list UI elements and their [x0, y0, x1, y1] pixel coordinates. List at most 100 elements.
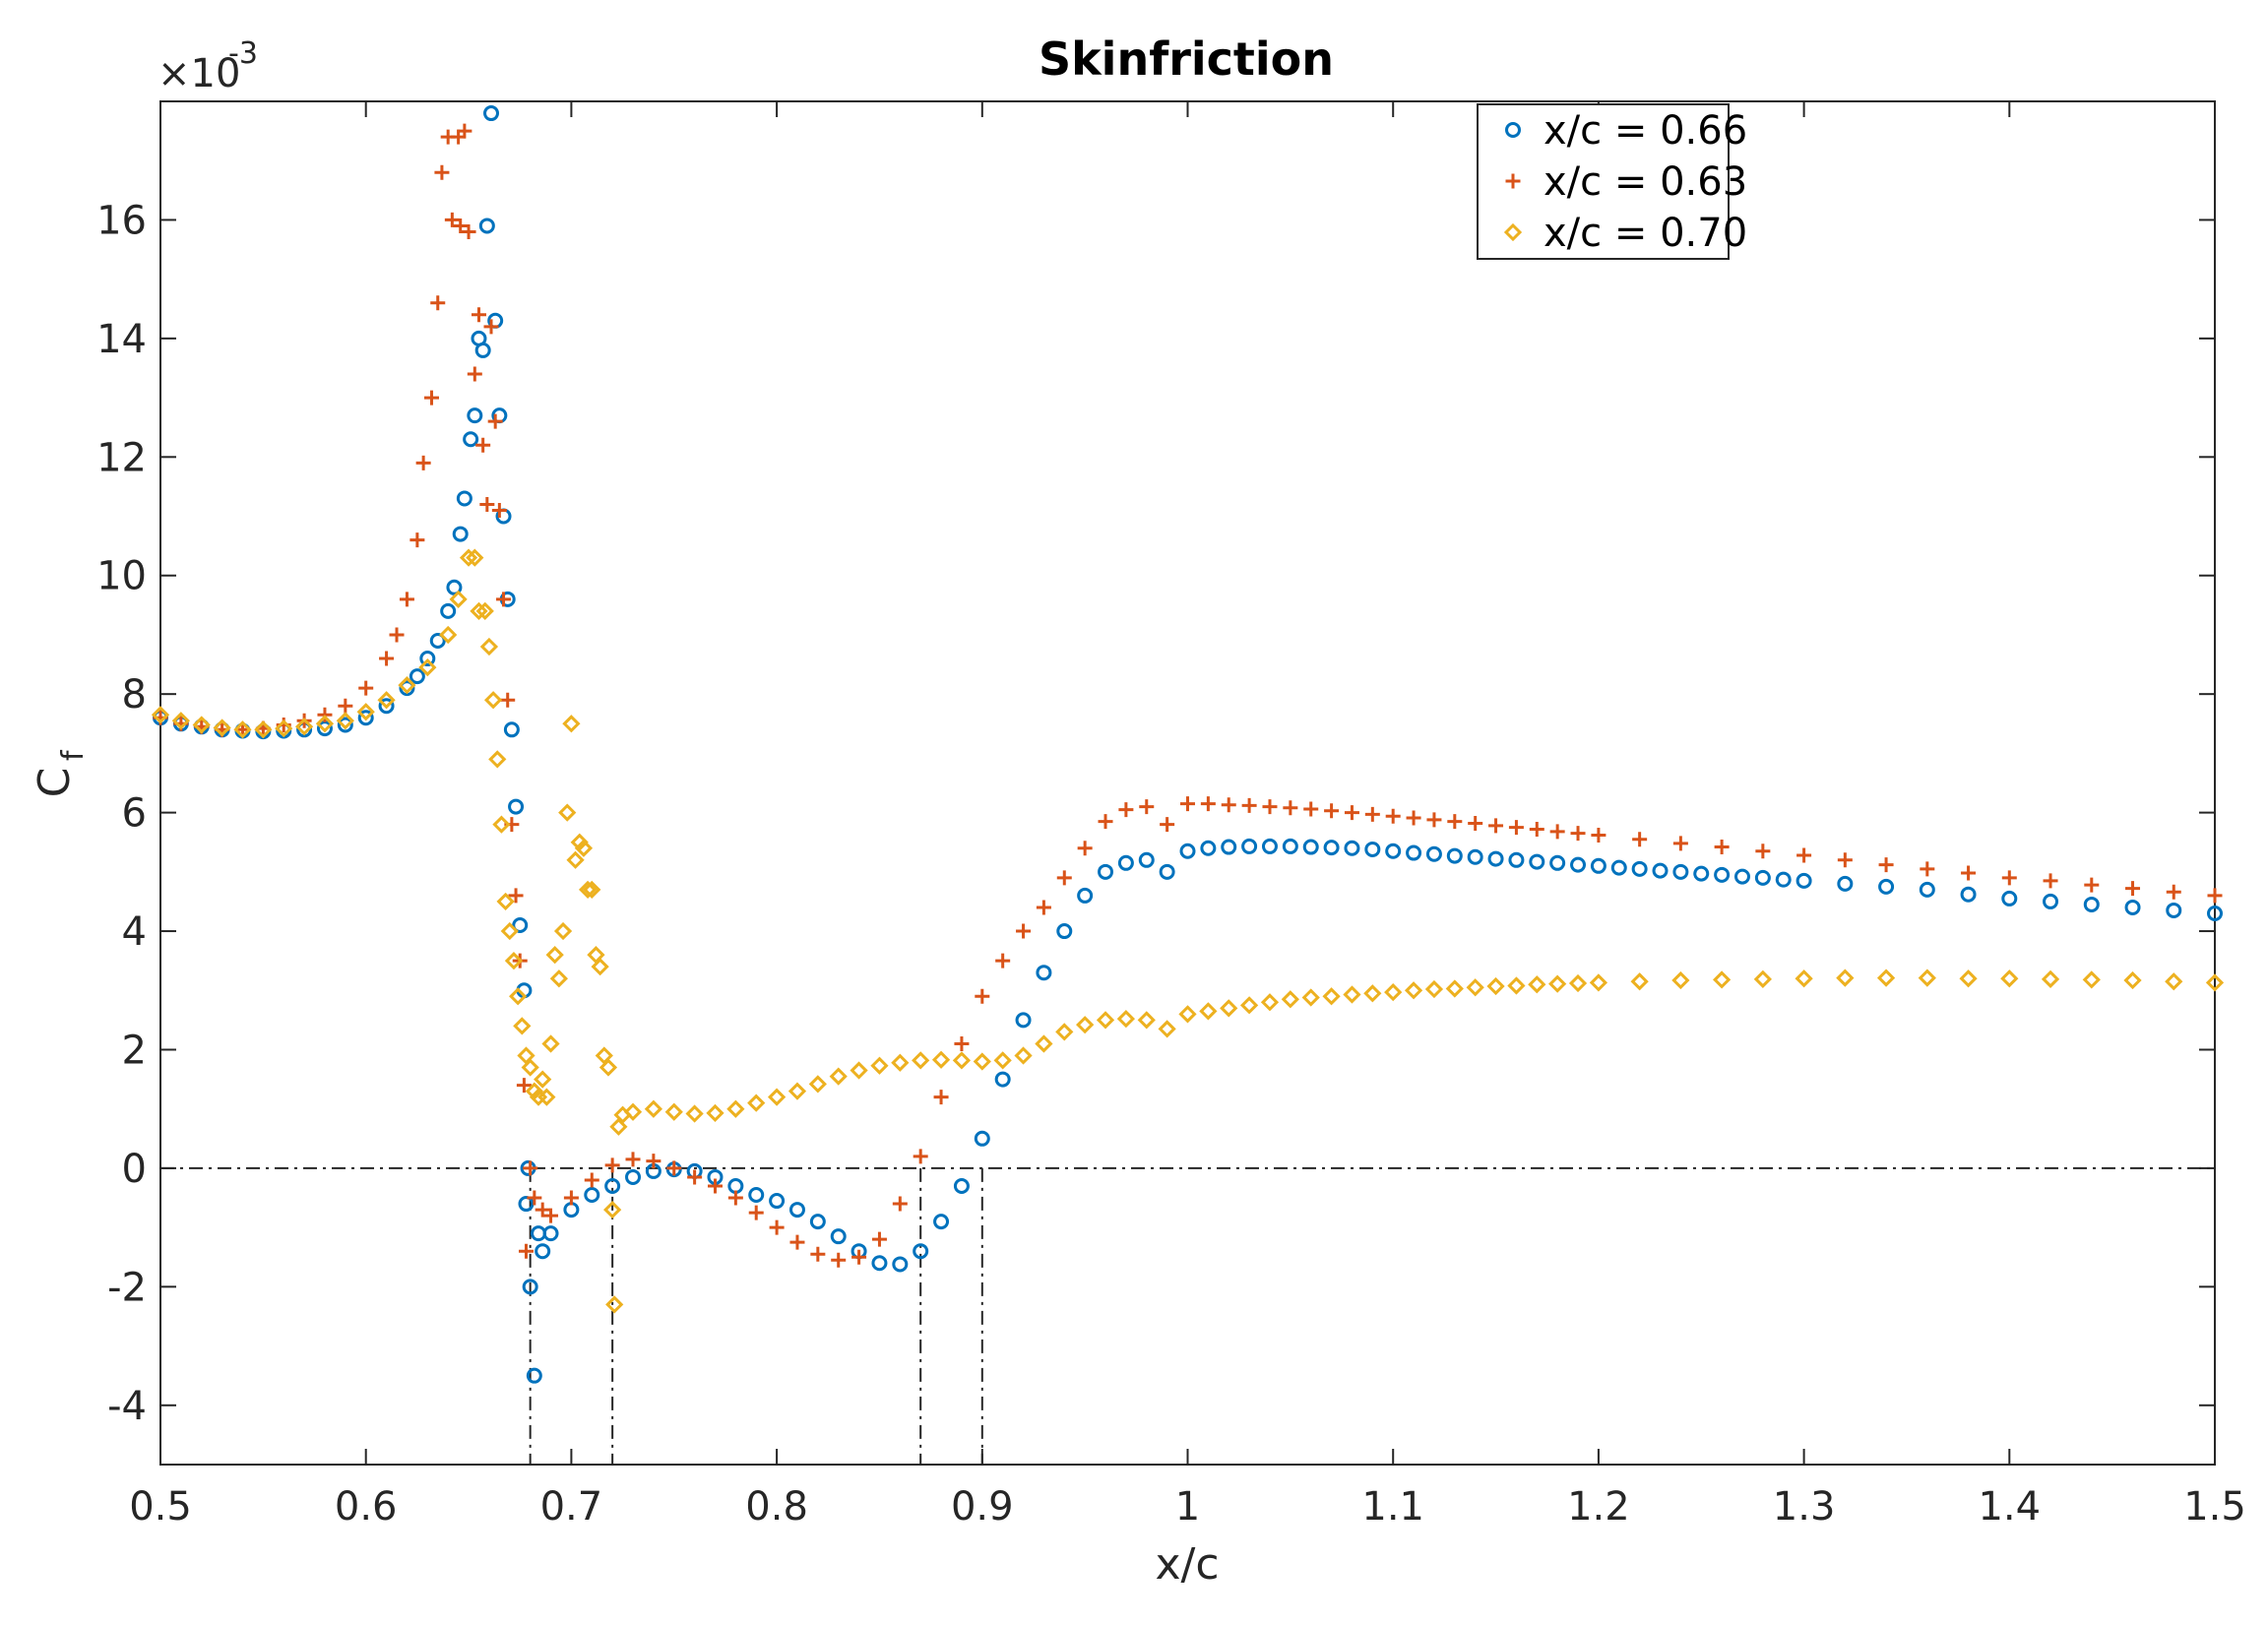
data-point — [1426, 812, 1442, 828]
legend-label: x/c = 0.63 — [1544, 159, 1747, 205]
data-point — [1467, 848, 1483, 865]
data-point — [151, 706, 170, 724]
data-point — [706, 1103, 724, 1123]
data-point — [2084, 877, 2100, 893]
data-point — [685, 1104, 704, 1123]
data-point — [2166, 884, 2181, 900]
series-2 — [153, 123, 2223, 1268]
data-point — [664, 1102, 683, 1121]
data-point — [604, 1177, 621, 1194]
data-point — [523, 1160, 538, 1176]
data-point — [1508, 851, 1525, 868]
data-point — [377, 691, 396, 710]
data-point — [430, 295, 446, 311]
data-point — [1158, 1020, 1176, 1038]
data-point — [563, 1190, 579, 1206]
data-point — [1220, 999, 1238, 1018]
data-point — [1221, 797, 1236, 813]
data-point — [509, 987, 528, 1006]
data-point — [294, 718, 314, 736]
data-point — [522, 1279, 538, 1295]
series-1 — [153, 105, 2223, 1384]
data-point — [1260, 993, 1280, 1012]
data-point — [727, 1190, 743, 1206]
data-point — [537, 1088, 556, 1106]
data-point — [953, 1177, 970, 1194]
data-point — [1754, 869, 1771, 886]
data-point — [415, 455, 431, 470]
data-point — [1753, 969, 1772, 988]
data-point — [1549, 854, 1566, 871]
data-point — [769, 1219, 785, 1235]
data-point — [1281, 990, 1299, 1009]
data-point — [1508, 820, 1524, 836]
y-exponent-label: ×10 -3 — [158, 36, 258, 96]
data-point — [1528, 975, 1546, 994]
data-point — [646, 1154, 662, 1169]
data-point — [1261, 838, 1278, 854]
data-point — [769, 1193, 786, 1210]
data-point — [1549, 824, 1565, 840]
data-point — [1014, 1046, 1033, 1065]
data-point — [1343, 985, 1361, 1004]
data-point — [467, 366, 482, 382]
data-point — [1098, 863, 1114, 880]
data-point — [892, 1196, 908, 1212]
data-point — [483, 691, 503, 710]
data-point — [512, 917, 529, 934]
data-point — [2082, 970, 2101, 989]
plot-area — [159, 100, 2216, 1466]
data-point — [1445, 979, 1464, 998]
y-tick-label: 2 — [122, 1028, 147, 1073]
data-point — [461, 223, 476, 239]
data-point — [1180, 796, 1195, 812]
series-3 — [151, 548, 2225, 1314]
data-point — [767, 1088, 787, 1106]
data-point — [496, 892, 515, 911]
x-tick-label: 0.8 — [745, 1484, 808, 1530]
data-point — [1363, 984, 1382, 1003]
data-point — [625, 1168, 642, 1185]
data-point — [912, 1051, 930, 1070]
data-point — [604, 1157, 620, 1173]
data-point — [1529, 821, 1544, 837]
data-point — [475, 437, 491, 453]
data-point — [541, 1034, 560, 1053]
x-axis-label: x/c — [1155, 1539, 1219, 1590]
x-tick-label: 1.5 — [2183, 1484, 2246, 1530]
data-point — [578, 880, 598, 900]
data-point — [1282, 838, 1298, 854]
data-point — [496, 592, 512, 607]
data-point — [483, 105, 500, 122]
data-point — [892, 1256, 909, 1273]
data-point — [1199, 1002, 1218, 1021]
data-point — [1200, 796, 1216, 812]
data-point — [356, 703, 375, 721]
data-point — [1960, 886, 1977, 903]
y-tick-label: 12 — [96, 435, 147, 480]
data-point — [1098, 814, 1113, 830]
data-point — [584, 1172, 599, 1188]
data-point — [1303, 801, 1319, 817]
data-point — [1055, 1023, 1074, 1041]
data-point — [1364, 806, 1380, 822]
data-point — [808, 1075, 827, 1094]
data-point — [1036, 900, 1051, 915]
data-point — [1117, 854, 1134, 871]
data-point — [549, 969, 568, 988]
data-point — [1178, 1005, 1197, 1024]
data-point — [871, 1255, 888, 1272]
data-point — [1468, 815, 1483, 831]
data-point — [1283, 800, 1298, 816]
legend-marker — [1503, 222, 1523, 242]
data-point — [1324, 803, 1340, 819]
y-tick-label: 0 — [122, 1147, 147, 1192]
data-point — [933, 1214, 950, 1230]
data-point — [171, 712, 190, 730]
data-point — [2001, 870, 2017, 886]
data-point — [517, 1046, 536, 1065]
data-point — [1036, 965, 1052, 981]
data-point — [467, 407, 483, 424]
x-tick-label: 1 — [1175, 1484, 1200, 1530]
data-point — [789, 1234, 805, 1250]
